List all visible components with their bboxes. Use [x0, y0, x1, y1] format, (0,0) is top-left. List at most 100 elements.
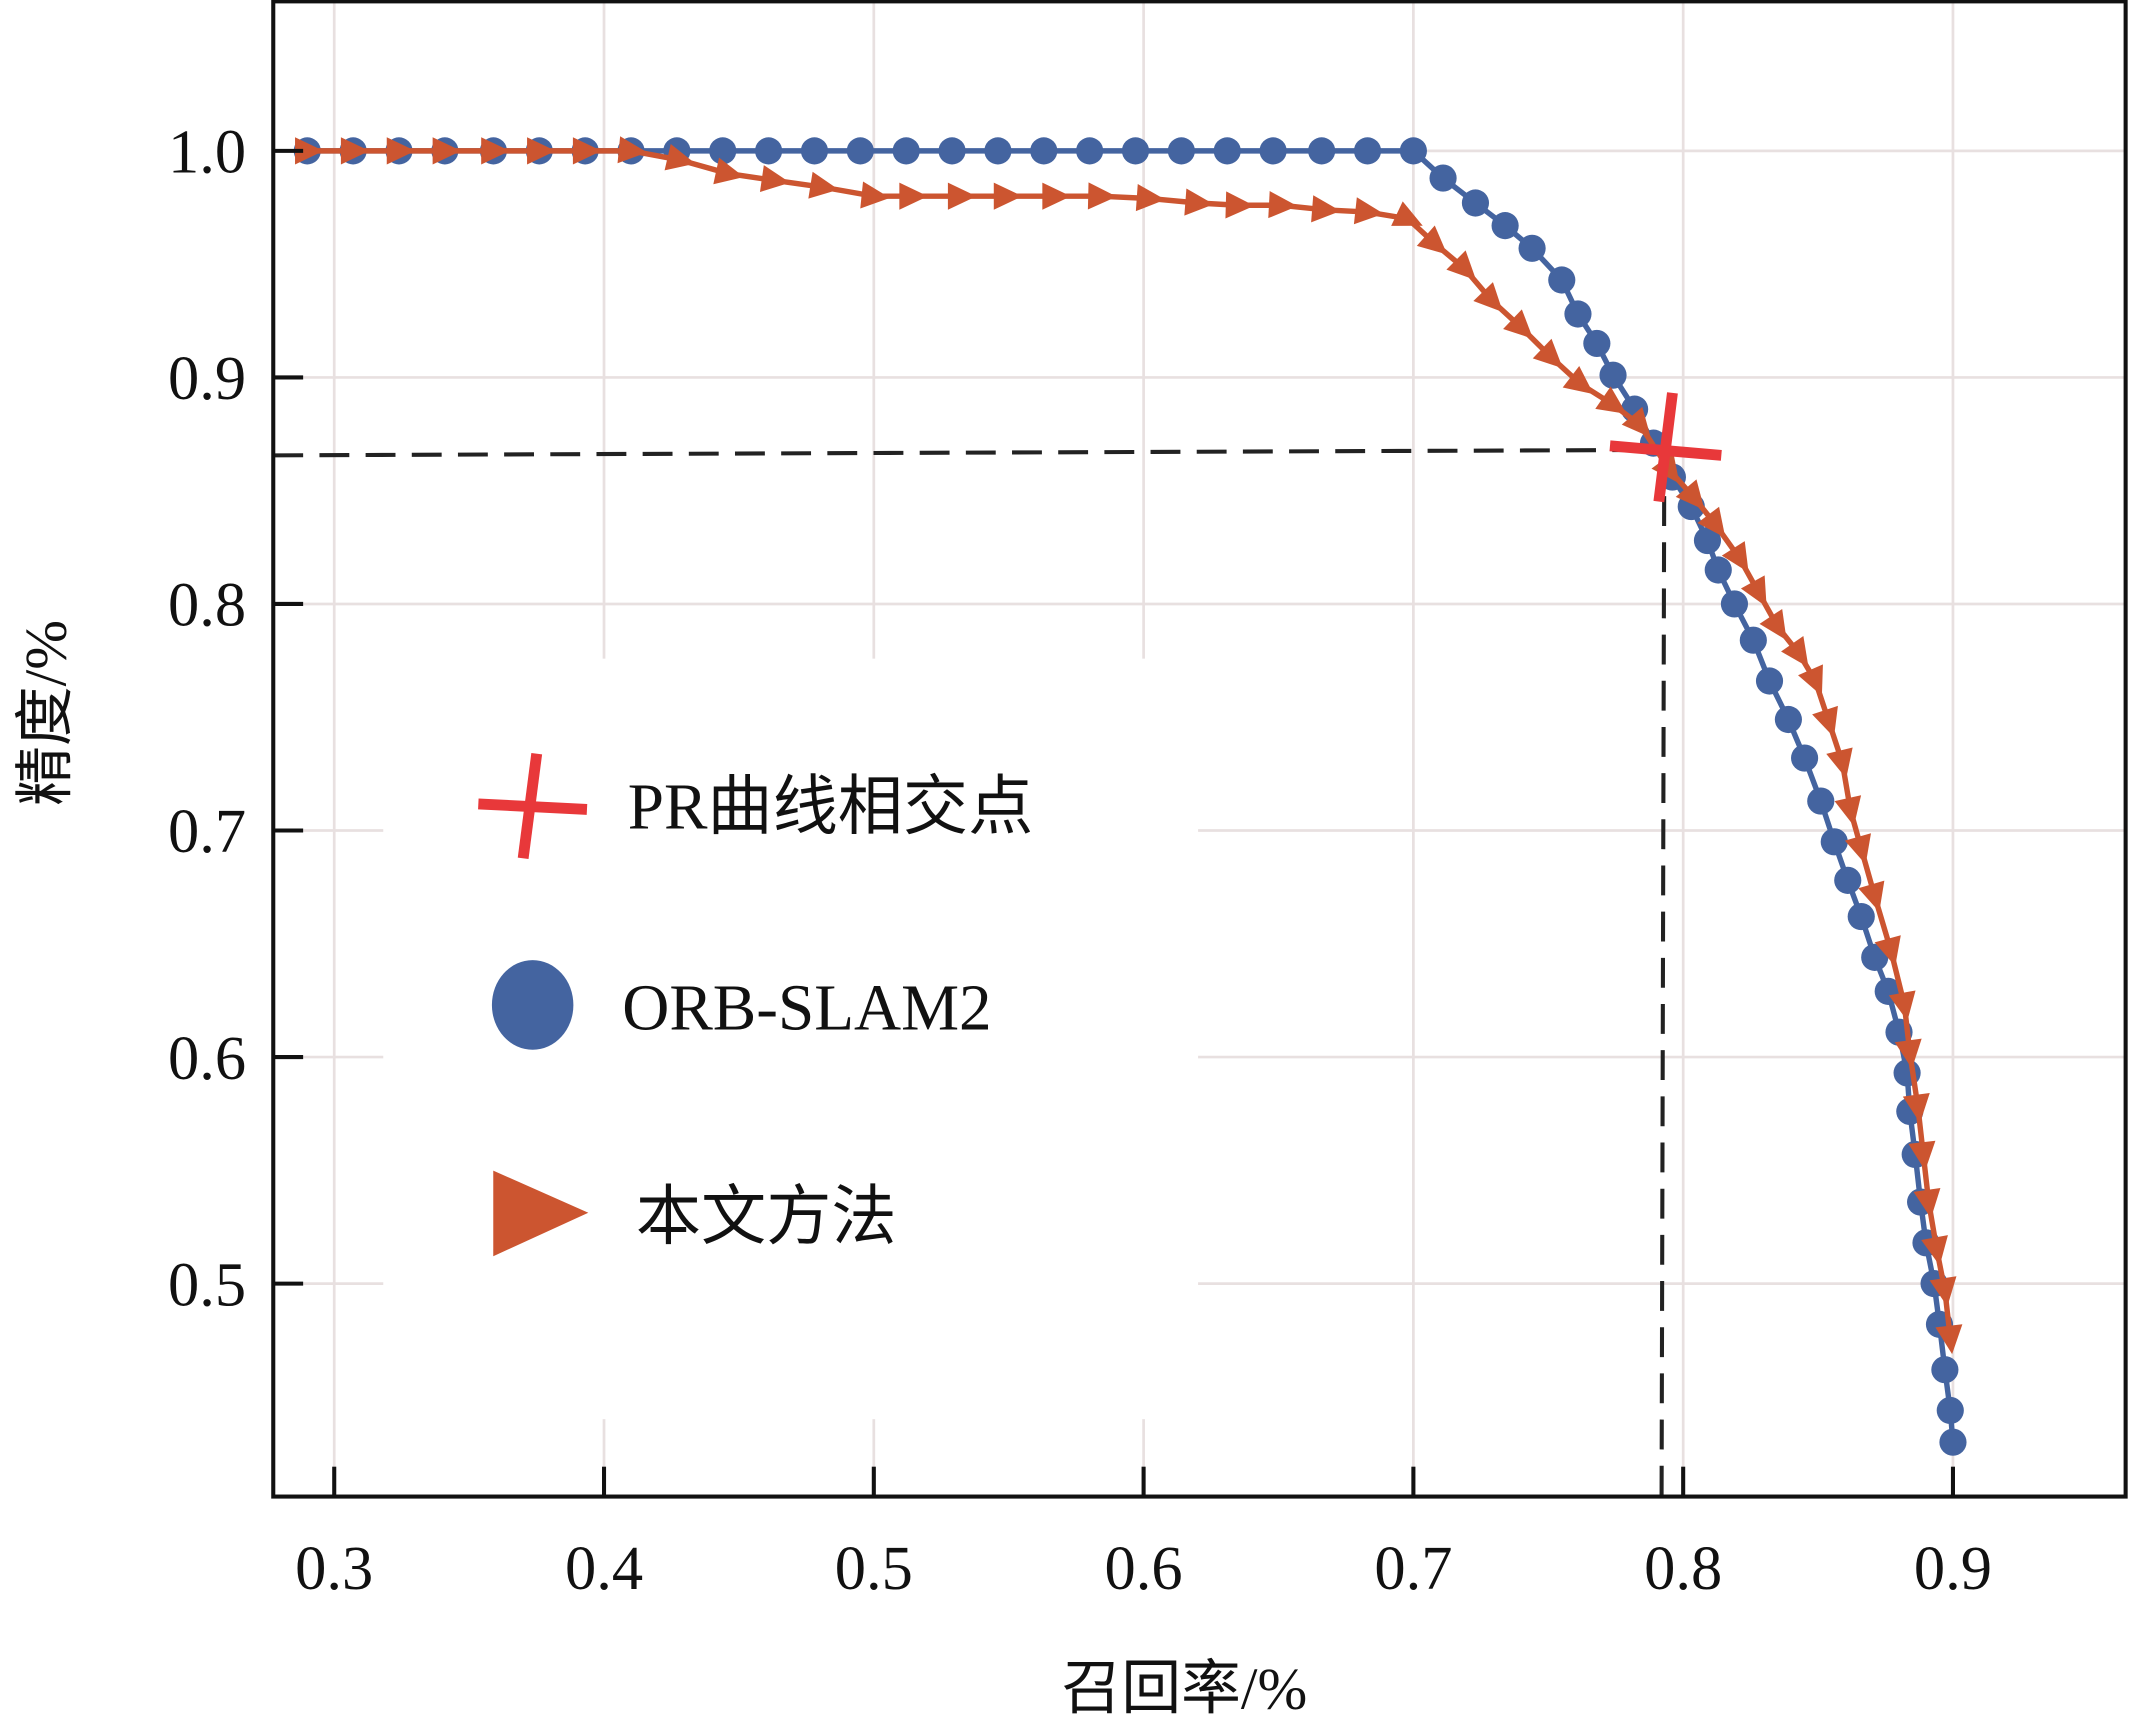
intersection-marker [1609, 392, 1722, 503]
orb-slam2-point [1807, 787, 1835, 815]
orb-slam2-point [1308, 137, 1336, 165]
ours-point [1826, 747, 1853, 779]
ours-point [1621, 406, 1651, 438]
orb-slam2-point [1704, 556, 1732, 584]
orb-slam2-point [1820, 828, 1848, 856]
x-axis-label: 召回率/% [1062, 1655, 1308, 1721]
ours-point [1268, 191, 1298, 219]
ours-point [860, 181, 891, 209]
ours-point [899, 182, 928, 210]
legend-triangle-icon [493, 1170, 589, 1257]
orb-slam2-point [1399, 137, 1427, 165]
ours-point [481, 137, 510, 165]
x-tick-label: 0.6 [1105, 1533, 1183, 1603]
y-tick-label: 1.0 [168, 117, 246, 187]
ours-point [1913, 1188, 1941, 1219]
orb-slam2-point [1720, 590, 1749, 618]
intersection-cross-v [1653, 392, 1678, 503]
ours-point [1858, 880, 1885, 912]
vertical-guide-line [1659, 449, 1667, 1497]
orb-slam2-point [1834, 866, 1862, 894]
series-layer [293, 136, 1967, 1456]
ours-point [1532, 338, 1563, 369]
ours-point [1834, 795, 1862, 827]
ours-point [1798, 664, 1823, 696]
ours-point [759, 165, 791, 193]
axis-ticks: 0.3 0.4 0.5 0.6 0.7 0.8 0.9 0.5 0.6 0.7 0.8 0.9 1.0 [168, 117, 1992, 1603]
ours-point [1902, 1093, 1930, 1124]
ours-point [1135, 184, 1166, 212]
ours-point [1921, 1235, 1948, 1266]
horizontal-guide-line [273, 447, 1665, 458]
orb-slam2-point [1847, 903, 1875, 931]
x-tick-label: 0.7 [1374, 1533, 1452, 1603]
ours-point [1473, 282, 1503, 313]
y-tick-label: 0.6 [168, 1023, 246, 1093]
orb-slam2-point [1076, 137, 1104, 165]
ours-point [1929, 1276, 1957, 1307]
x-tick-label: 0.4 [565, 1533, 643, 1603]
ours-point [808, 171, 839, 199]
orb-slam2-point [1583, 329, 1611, 358]
orb-slam2-point [1599, 361, 1627, 389]
legend-label-orb: ORB-SLAM2 [622, 972, 991, 1044]
legend: PR曲线相交点 ORB-SLAM2 本文方法 [478, 753, 1034, 1257]
ours-point [1353, 197, 1384, 225]
ours-point [1844, 833, 1871, 865]
y-tick-label: 0.7 [168, 796, 246, 866]
orb-slam2-point [1030, 137, 1058, 165]
orb-slam2-point [1121, 137, 1150, 165]
orb-slam2-point [1693, 526, 1722, 555]
orb-slam2-point [1861, 943, 1889, 971]
orb-slam2-point [709, 137, 737, 165]
ours-point [1888, 990, 1916, 1021]
ours-point [617, 136, 648, 164]
orb-slam2-point [1791, 744, 1819, 772]
orb-slam2-point [1739, 626, 1767, 654]
x-tick-label: 0.3 [295, 1533, 373, 1603]
orb-slam2-point [984, 137, 1012, 165]
orb-slam2-point [1774, 705, 1802, 734]
y-axis-label: 精度/% [12, 620, 78, 806]
y-tick-label: 0.5 [168, 1249, 246, 1319]
ours-point [1721, 541, 1749, 573]
ours-point [713, 157, 745, 185]
ours-point [1812, 705, 1838, 738]
x-tick-label: 0.5 [835, 1533, 913, 1603]
ours-point [1225, 191, 1255, 219]
orb-slam2-point [1564, 300, 1592, 328]
intersection-guides [273, 447, 1667, 1497]
orb-slam2-point [846, 137, 874, 165]
orb-slam2-point [1259, 137, 1287, 165]
ours-point [295, 137, 324, 165]
ours-point [1759, 608, 1787, 641]
orb-slam2-point [1353, 137, 1382, 165]
ours-point [1562, 366, 1594, 395]
ours-point [1781, 636, 1809, 668]
plot-frame [271, 0, 2128, 1499]
ours-point [432, 137, 462, 165]
ours-point [1416, 225, 1448, 255]
ours-point [1908, 1140, 1936, 1171]
ours-point [1087, 182, 1117, 210]
orb-slam2-point [1939, 1428, 1967, 1456]
x-tick-label: 0.9 [1914, 1533, 1992, 1603]
legend-circle-icon [491, 960, 574, 1050]
ours-point [340, 137, 370, 165]
ours-point [1311, 195, 1341, 223]
orb-slam2-point [938, 137, 966, 165]
y-tick-label: 0.8 [168, 570, 246, 640]
orb-slam2-point [1518, 234, 1546, 262]
orb-slam2-point [1213, 137, 1241, 165]
ours-point [1675, 479, 1705, 510]
ours-point [1935, 1324, 1963, 1355]
orb-slam2-point [755, 137, 783, 165]
ours-point [1184, 188, 1214, 216]
ours-point [1874, 935, 1901, 967]
ours-point [1446, 250, 1477, 281]
ours-point [1391, 201, 1423, 226]
ours-point [1894, 1038, 1922, 1069]
legend-label-ours: 本文方法 [636, 1182, 897, 1254]
orb-slam2-point [800, 137, 829, 165]
legend-label-intersection: PR曲线相交点 [628, 771, 1034, 843]
